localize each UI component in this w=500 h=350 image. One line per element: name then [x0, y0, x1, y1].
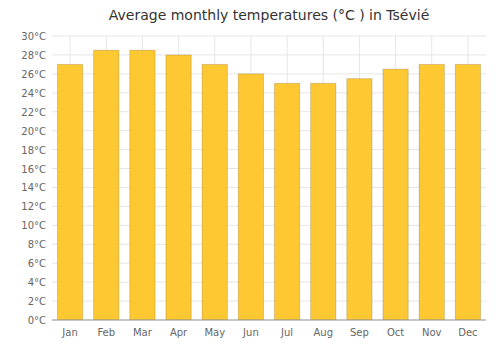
y-tick-label: 2°C — [28, 296, 46, 307]
y-tick-label: 6°C — [28, 258, 46, 269]
y-tick-label: 14°C — [21, 182, 46, 193]
bar — [202, 64, 227, 320]
x-tick-label: Jun — [242, 327, 259, 338]
y-tick-label: 8°C — [28, 239, 46, 250]
x-axis-line — [52, 320, 486, 321]
y-tick-label: 28°C — [21, 50, 46, 61]
y-tick-label: 0°C — [28, 315, 46, 326]
x-tick-label: Oct — [387, 327, 404, 338]
y-tick-label: 26°C — [21, 69, 46, 80]
bar — [94, 50, 119, 320]
bars — [57, 50, 480, 320]
bar — [455, 64, 480, 320]
x-tick-label: Apr — [170, 327, 188, 338]
title: Average monthly temperatures (°C ) in Ts… — [109, 7, 430, 23]
x-tick-label: May — [204, 327, 225, 338]
x-tick-label: Jan — [61, 327, 77, 338]
y-grid-line — [52, 320, 486, 321]
x-tick-label: Jul — [280, 327, 293, 338]
y-tick-label: 4°C — [28, 277, 46, 288]
bar — [166, 55, 191, 320]
y-tick-label: 18°C — [21, 145, 46, 156]
x-tick-label: Nov — [422, 327, 442, 338]
x-tick-label: Aug — [313, 327, 333, 338]
bar — [238, 74, 263, 320]
bar — [57, 64, 82, 320]
y-tick-label: 22°C — [21, 107, 46, 118]
grid — [52, 36, 486, 320]
bar — [274, 83, 299, 320]
bar — [347, 79, 372, 320]
bar — [311, 83, 336, 320]
bar — [419, 64, 444, 320]
y-tick-label: 20°C — [21, 126, 46, 137]
y-tick-label: 30°C — [21, 31, 46, 42]
y-tick-label: 24°C — [21, 88, 46, 99]
bar — [130, 50, 155, 320]
x-tick-label: Sep — [350, 327, 369, 338]
y-grid-line — [52, 36, 486, 37]
y-tick-label: 12°C — [21, 201, 46, 212]
x-tick-label: Feb — [97, 327, 115, 338]
y-tick-label: 10°C — [21, 220, 46, 231]
chart: Average monthly temperatures (°C ) in Ts… — [0, 0, 500, 350]
x-tick-label: Dec — [458, 327, 477, 338]
bar — [383, 69, 408, 320]
x-tick-label: Mar — [133, 327, 153, 338]
y-tick-label: 16°C — [21, 164, 46, 175]
